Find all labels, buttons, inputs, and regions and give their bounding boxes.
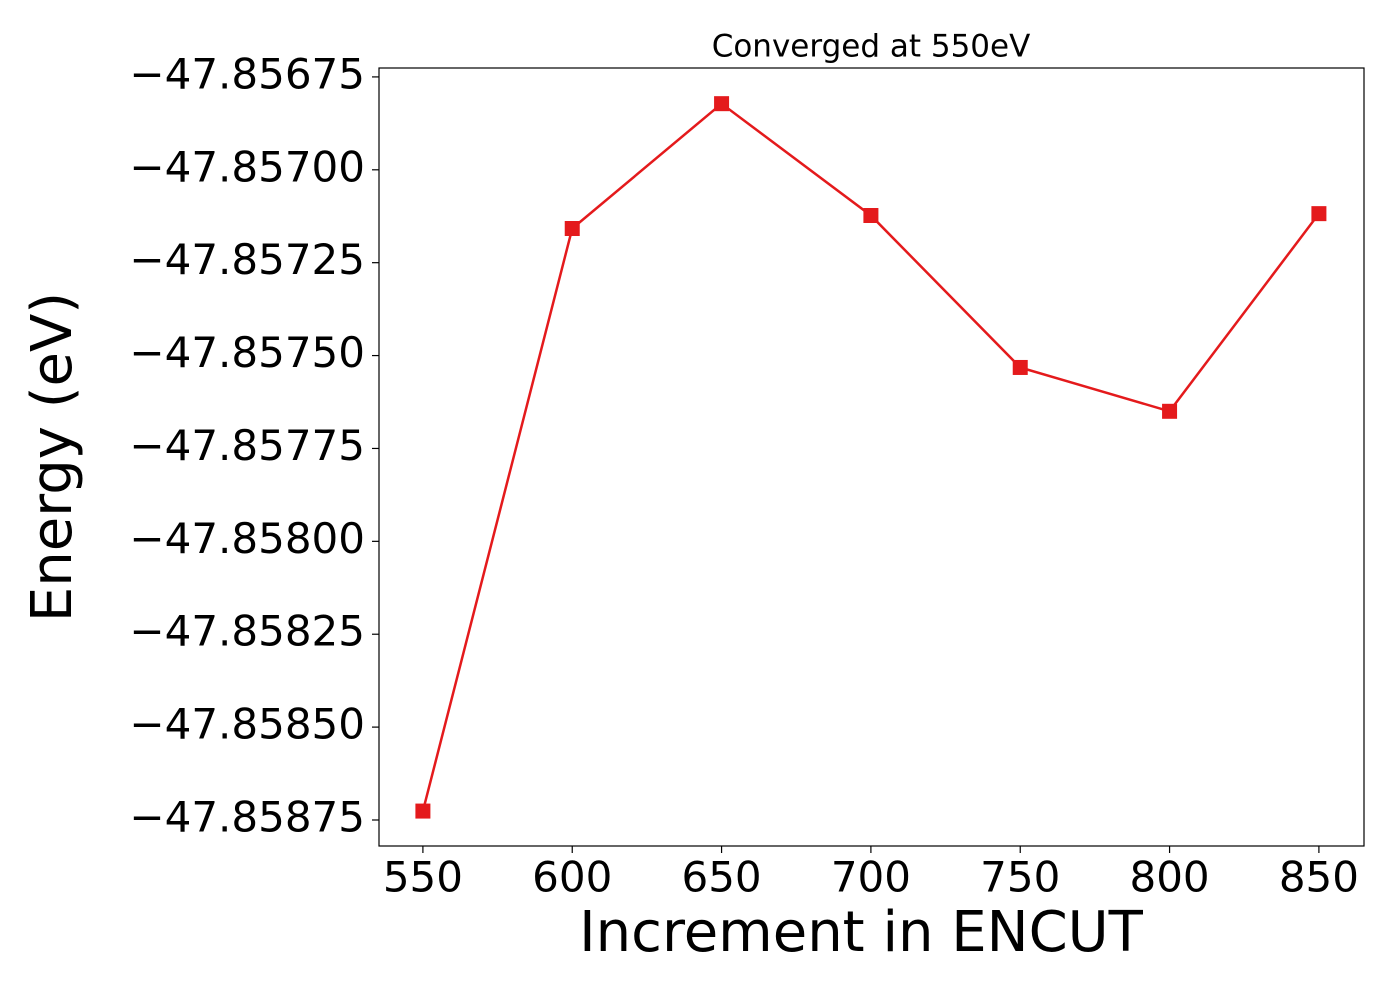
y-tick-label: −47.85700 — [129, 142, 365, 191]
x-axis-label: Increment in ENCUT — [579, 900, 1144, 965]
marker — [1311, 206, 1327, 222]
x-tick-label: 800 — [1129, 853, 1209, 902]
marker — [714, 96, 730, 112]
x-tick-label: 750 — [980, 853, 1060, 902]
y-tick-label: −47.85750 — [129, 328, 365, 377]
marker — [1162, 403, 1178, 419]
x-tick-label: 550 — [383, 853, 463, 902]
y-tick-label: −47.85775 — [129, 421, 365, 470]
x-tick-label: 650 — [681, 853, 761, 902]
y-tick-label: −47.85800 — [129, 514, 365, 563]
marker — [863, 208, 879, 224]
x-tick-label: 600 — [532, 853, 612, 902]
y-axis-label: Energy (eV) — [20, 292, 85, 622]
y-tick-label: −47.85725 — [129, 235, 365, 284]
x-tick-label: 850 — [1279, 853, 1359, 902]
chart-title: Converged at 550eV — [712, 29, 1031, 65]
y-tick-label: −47.85875 — [129, 792, 365, 841]
x-tick-label: 700 — [831, 853, 911, 902]
y-tick-label: −47.85675 — [129, 49, 365, 98]
marker — [415, 803, 431, 819]
y-tick-label: −47.85850 — [129, 700, 365, 749]
marker — [1012, 359, 1028, 375]
y-tick-label: −47.85825 — [129, 607, 365, 656]
plot-frame — [378, 67, 1365, 847]
marker — [564, 221, 580, 237]
